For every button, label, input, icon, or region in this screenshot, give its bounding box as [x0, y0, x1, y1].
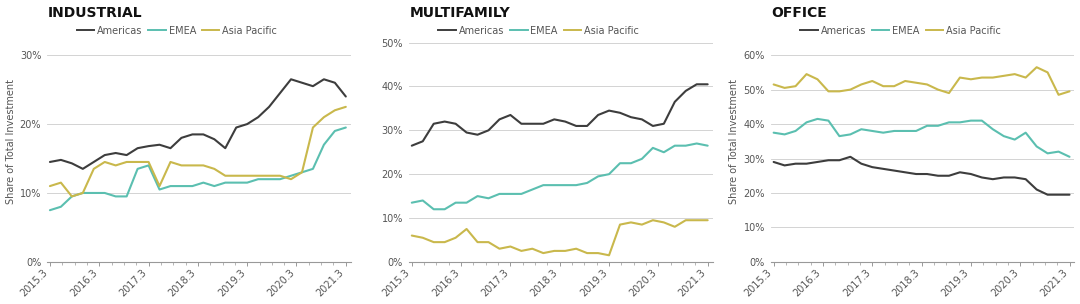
Legend: Americas, EMEA, Asia Pacific: Americas, EMEA, Asia Pacific: [438, 26, 639, 36]
Legend: Americas, EMEA, Asia Pacific: Americas, EMEA, Asia Pacific: [800, 26, 1001, 36]
Text: INDUSTRIAL: INDUSTRIAL: [48, 5, 143, 19]
Y-axis label: Share of Total Investment: Share of Total Investment: [5, 79, 15, 204]
Text: OFFICE: OFFICE: [771, 5, 827, 19]
Text: MULTIFAMILY: MULTIFAMILY: [409, 5, 510, 19]
Y-axis label: Share of Total Investment: Share of Total Investment: [729, 79, 739, 204]
Legend: Americas, EMEA, Asia Pacific: Americas, EMEA, Asia Pacific: [77, 26, 278, 36]
